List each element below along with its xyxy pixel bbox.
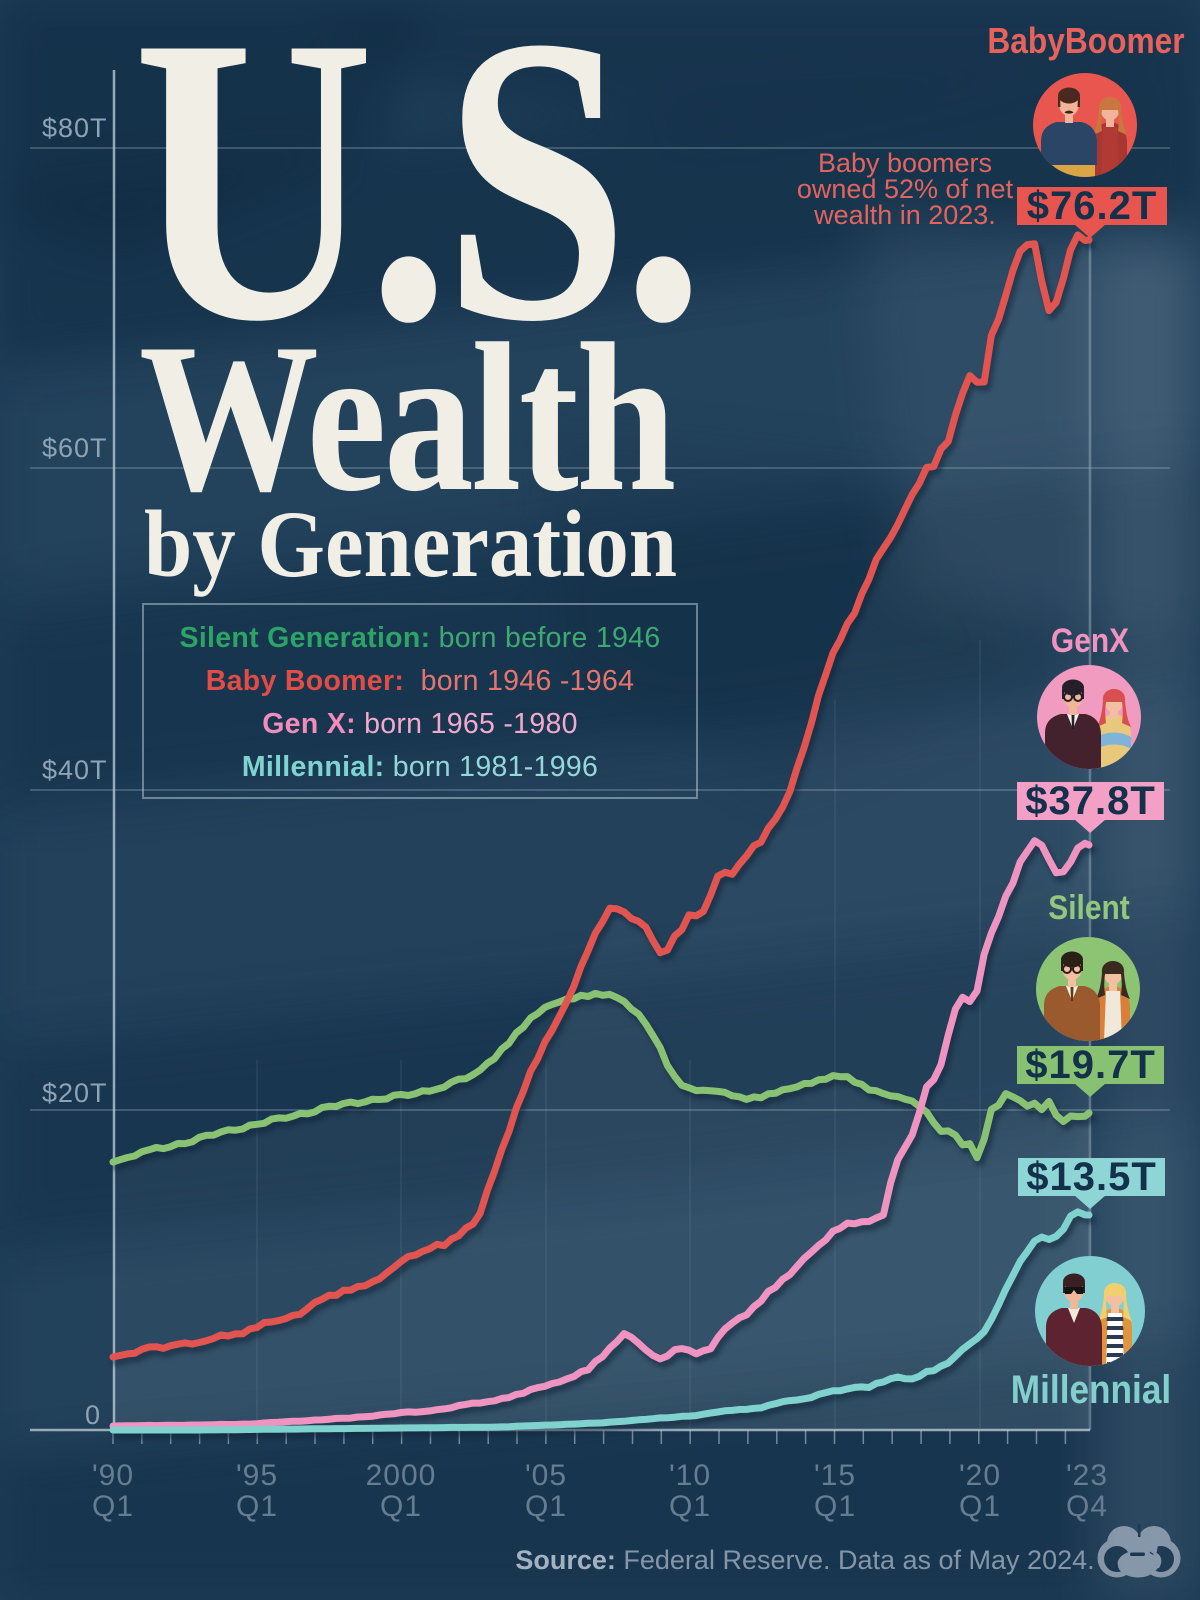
svg-text:$76.2T: $76.2T	[1027, 184, 1158, 228]
svg-text:$19.7T: $19.7T	[1025, 1043, 1156, 1087]
svg-text:$37.8T: $37.8T	[1025, 779, 1156, 823]
svg-text:$13.5T: $13.5T	[1026, 1155, 1157, 1199]
